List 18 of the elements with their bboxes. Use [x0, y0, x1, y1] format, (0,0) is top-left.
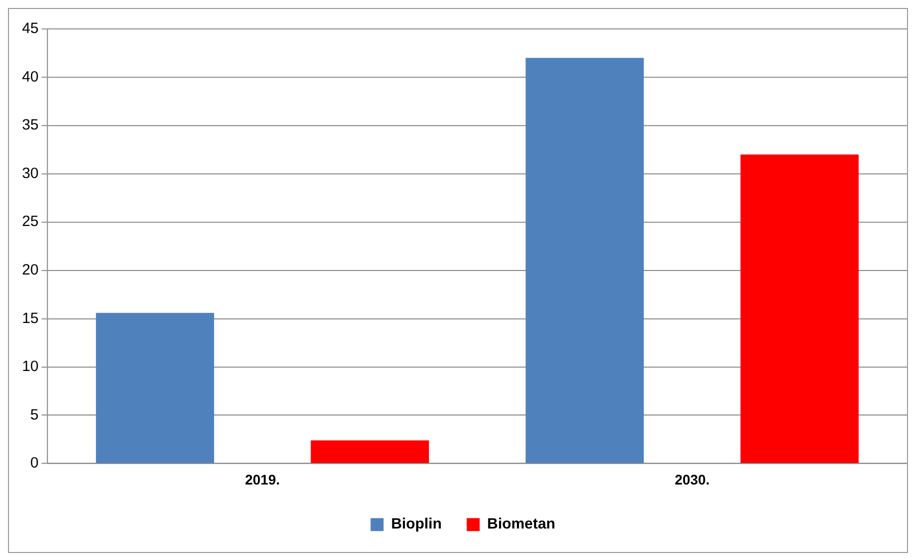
y-tick-label: 40 [22, 68, 39, 86]
x-tick-label: 2019. [244, 472, 280, 488]
y-tick-label: 0 [30, 454, 39, 472]
bar [96, 312, 214, 464]
bar [740, 154, 859, 464]
bar [526, 58, 644, 464]
x-tick-label: 2030. [674, 472, 710, 488]
y-tick-label: 5 [30, 406, 39, 424]
legend-label: Biometan [487, 516, 556, 533]
y-tick-label: 45 [22, 20, 39, 38]
y-tick-label: 35 [22, 116, 39, 134]
y-tick-label: 25 [22, 213, 39, 230]
y-tick-label: 30 [22, 164, 39, 182]
legend-label: Bioplin [391, 516, 442, 533]
y-tick-label: 15 [22, 310, 39, 327]
y-tick-label: 20 [22, 262, 39, 278]
bar [310, 440, 429, 464]
y-tick-label: 10 [22, 358, 39, 376]
